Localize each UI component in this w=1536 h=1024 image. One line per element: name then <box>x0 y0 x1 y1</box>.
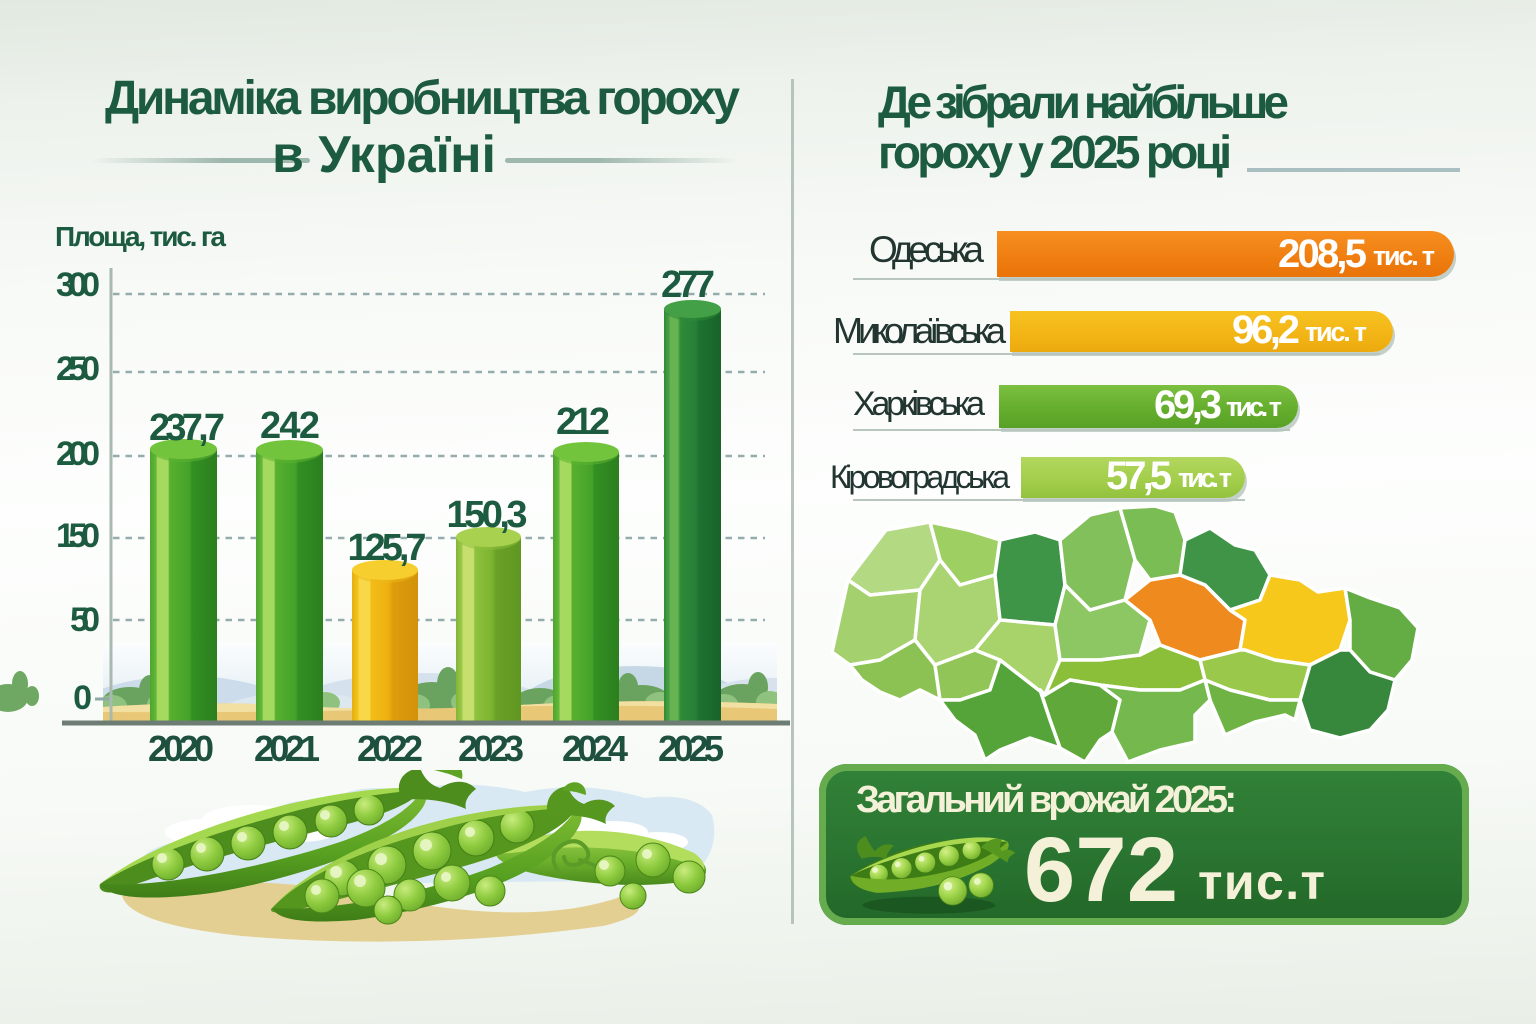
svg-text:2025: 2025 <box>658 728 724 769</box>
svg-text:237,7: 237,7 <box>149 407 225 449</box>
svg-text:208,5: 208,5 <box>1278 232 1367 276</box>
svg-text:Харківська: Харківська <box>853 385 985 423</box>
svg-text:125,7: 125,7 <box>348 527 427 569</box>
svg-text:в Україні: в Україні <box>272 126 496 184</box>
svg-text:тис. т: тис. т <box>1305 317 1367 347</box>
svg-text:2024: 2024 <box>562 728 628 769</box>
svg-text:300: 300 <box>56 266 100 304</box>
svg-text:212: 212 <box>556 401 610 443</box>
svg-text:тис. т: тис. т <box>1178 463 1232 493</box>
svg-text:672: 672 <box>1024 819 1178 921</box>
svg-text:Площа, тис. га: Площа, тис. га <box>55 221 226 252</box>
svg-text:277: 277 <box>661 264 715 306</box>
svg-text:57,5: 57,5 <box>1106 454 1172 498</box>
svg-text:69,3: 69,3 <box>1154 383 1222 427</box>
svg-text:тис. т: тис. т <box>1226 392 1282 422</box>
svg-text:200: 200 <box>56 435 100 473</box>
svg-text:2020: 2020 <box>148 728 214 769</box>
svg-text:0: 0 <box>73 679 92 717</box>
svg-text:гороху у 2025 році: гороху у 2025 році <box>878 126 1232 178</box>
svg-text:Кіровоградська: Кіровоградська <box>830 459 1010 495</box>
svg-text:Динаміка виробництва гороху: Динаміка виробництва гороху <box>105 72 740 125</box>
svg-text:Миколаївська: Миколаївська <box>833 310 1007 351</box>
svg-text:2023: 2023 <box>458 728 524 769</box>
svg-text:250: 250 <box>56 350 100 388</box>
svg-text:150: 150 <box>56 517 100 555</box>
svg-text:Одеська: Одеська <box>869 229 984 270</box>
svg-text:Загальний врожай 2025:: Загальний врожай 2025: <box>856 779 1237 821</box>
svg-text:150,3: 150,3 <box>447 494 528 536</box>
svg-text:50: 50 <box>70 601 100 639</box>
svg-text:тис. т: тис. т <box>1373 241 1435 271</box>
svg-text:тис.т: тис.т <box>1198 854 1325 910</box>
svg-text:96,2: 96,2 <box>1232 308 1300 352</box>
svg-text:242: 242 <box>260 405 320 447</box>
svg-text:2021: 2021 <box>254 728 320 769</box>
svg-text:2022: 2022 <box>357 728 423 769</box>
svg-text:Де зібрали найбільше: Де зібрали найбільше <box>878 76 1289 128</box>
